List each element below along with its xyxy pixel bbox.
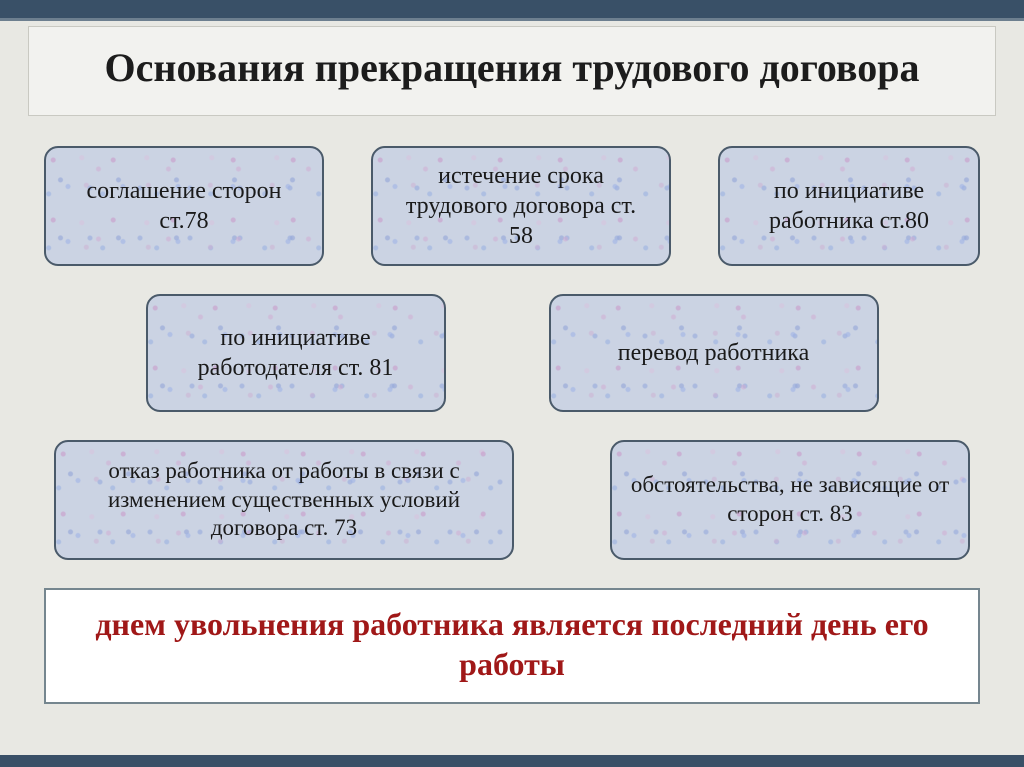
- box-employer-initiative: по инициативе работодателя ст. 81: [146, 294, 446, 412]
- box-refusal: отказ работника от работы в связи с изме…: [54, 440, 514, 560]
- box-transfer: перевод работника: [549, 294, 879, 412]
- diagram-area: соглашение сторон ст.78 истечение срока …: [0, 116, 1024, 560]
- row-1: соглашение сторон ст.78 истечение срока …: [44, 146, 980, 266]
- box-agreement: соглашение сторон ст.78: [44, 146, 324, 266]
- row-3: отказ работника от работы в связи с изме…: [44, 440, 980, 560]
- accent-line: [0, 18, 1024, 21]
- title-box: Основания прекращения трудового договора: [28, 26, 996, 116]
- box-employee-initiative: по инициативе работника ст.80: [718, 146, 980, 266]
- slide-frame: Основания прекращения трудового договора…: [0, 0, 1024, 767]
- box-circumstances: обстоятельства, не зависящие от сторон с…: [610, 440, 970, 560]
- slide-title: Основания прекращения трудового договора: [49, 45, 975, 91]
- footer-box: днем увольнения работника является после…: [44, 588, 980, 704]
- box-term-expiry: истечение срока трудового договора ст. 5…: [371, 146, 671, 266]
- footer-text: днем увольнения работника является после…: [66, 604, 958, 684]
- row-2: по инициативе работодателя ст. 81 перево…: [44, 294, 980, 412]
